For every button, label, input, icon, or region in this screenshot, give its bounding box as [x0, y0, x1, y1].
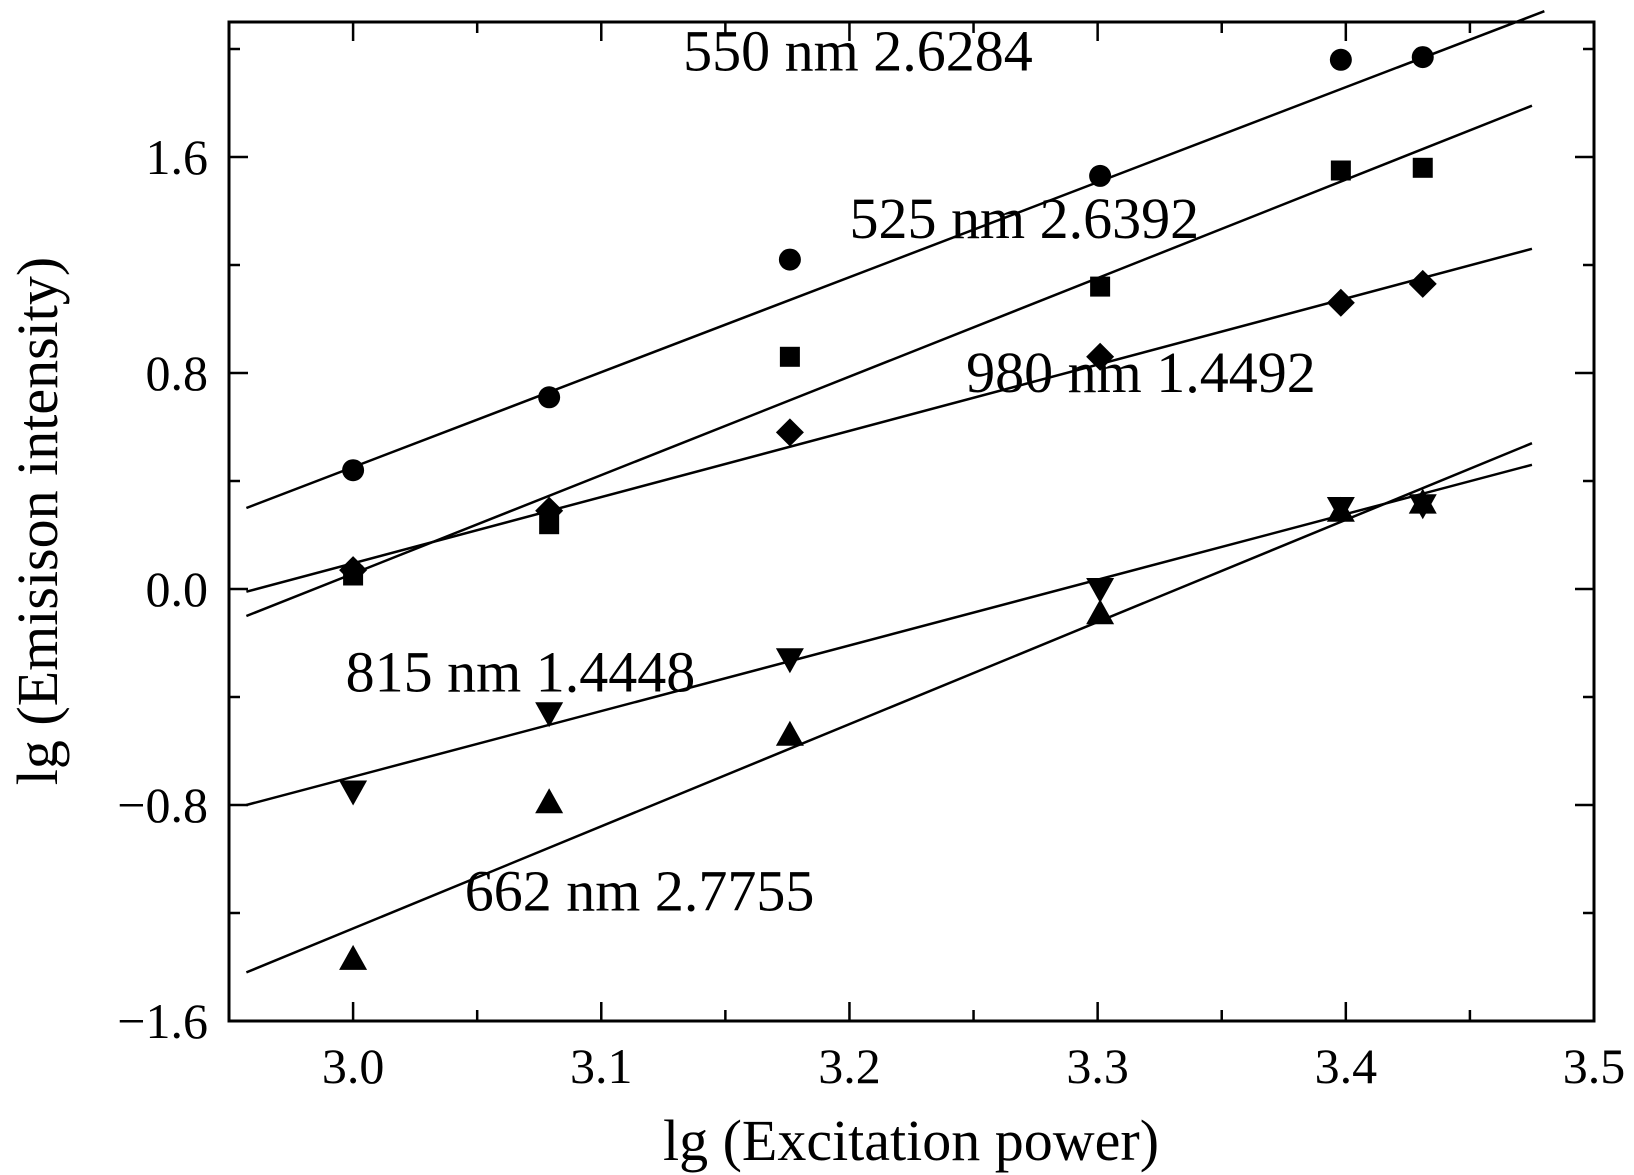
data-point: [339, 944, 368, 970]
plot-frame: [227, 20, 1596, 1023]
x-tick-label: 3.1: [570, 1038, 633, 1094]
axis-ticks: [229, 22, 1596, 1023]
series-annotation: 815 nm 1.4448: [346, 640, 696, 705]
x-tick-label: 3.0: [322, 1038, 385, 1094]
x-tick-label: 3.5: [1563, 1038, 1626, 1094]
data-point: [1086, 342, 1115, 371]
y-tick-label: −0.8: [117, 777, 208, 833]
series-annotation: 980 nm 1.4492: [966, 340, 1316, 405]
data-point: [342, 459, 365, 482]
data-point: [1326, 288, 1355, 317]
x-tick-label: 3.3: [1066, 1038, 1129, 1094]
y-tick-label: 0.0: [146, 561, 209, 617]
fit-line: [246, 463, 1533, 807]
data-markers: [339, 46, 1437, 970]
data-point: [1326, 496, 1355, 522]
x-tick-label: 3.2: [818, 1038, 881, 1094]
data-point: [778, 248, 801, 271]
data-point: [538, 386, 561, 409]
data-point: [1329, 48, 1352, 71]
data-point: [339, 556, 368, 585]
data-point: [775, 418, 804, 447]
data-point: [1408, 488, 1437, 514]
fit-line: [245, 442, 1533, 974]
y-tick-label: 1.6: [146, 129, 209, 185]
series-annotation: 550 nm 2.6284: [683, 19, 1033, 84]
data-point: [775, 648, 804, 674]
x-axis-label: lg (Excitation power): [663, 1108, 1159, 1173]
data-point: [1089, 164, 1112, 187]
fit-lines: [245, 10, 1545, 974]
data-point: [1411, 46, 1434, 69]
data-point: [1090, 276, 1111, 297]
fit-line: [245, 104, 1533, 618]
y-tick-label: 0.8: [146, 345, 209, 401]
data-point: [1412, 157, 1433, 178]
fit-line: [246, 247, 1533, 593]
series-annotation: 662 nm 2.7755: [465, 858, 815, 923]
data-point: [1086, 599, 1115, 625]
data-point: [535, 496, 564, 525]
data-point: [779, 346, 800, 367]
y-tick-labels: −1.6 −0.8 0.0 0.8 1.6: [117, 129, 208, 1049]
data-point: [339, 780, 368, 806]
y-tick-label: −1.6: [117, 993, 208, 1049]
series-annotation: 525 nm 2.6392: [849, 186, 1199, 251]
data-point: [775, 720, 804, 746]
data-point: [1330, 160, 1351, 181]
data-point: [535, 788, 564, 814]
y-axis-label: lg (Emisison intensity): [5, 257, 70, 785]
data-point: [535, 702, 564, 728]
fit-line: [245, 10, 1545, 510]
data-point: [1086, 578, 1115, 603]
series-annotations: 550 nm 2.6284 525 nm 2.6392 980 nm 1.4492 8…: [346, 19, 1316, 924]
x-tick-label: 3.4: [1315, 1038, 1378, 1094]
data-point: [1408, 269, 1437, 298]
x-tick-labels: 3.0 3.1 3.2 3.3 3.4 3.5: [322, 1038, 1625, 1094]
